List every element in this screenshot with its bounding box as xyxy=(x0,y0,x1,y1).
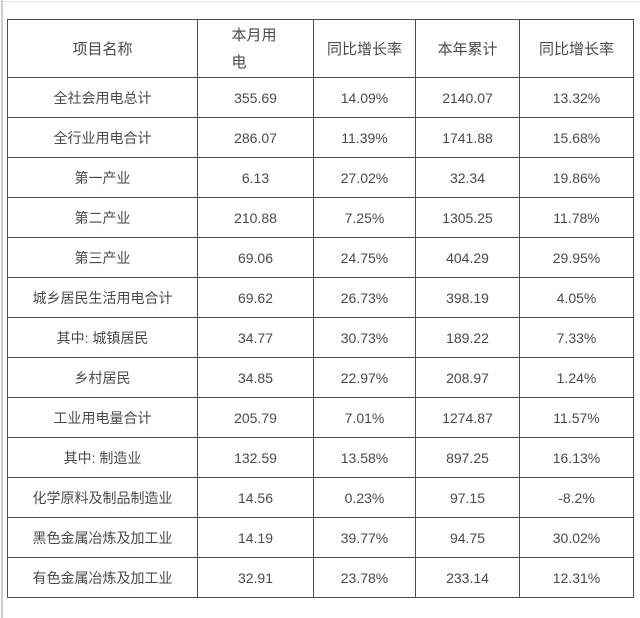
row-label: 工业用电量合计 xyxy=(7,397,198,438)
cell-ytd-yoy: 12.31% xyxy=(519,557,634,598)
cell-ytd: 189.22 xyxy=(415,317,520,358)
cell-ytd-yoy: 15.68% xyxy=(519,117,634,158)
table-row: 其中: 城镇居民 34.77 30.73% 189.22 7.33% xyxy=(7,317,634,358)
column-header-item-name: 项目名称 xyxy=(7,19,198,78)
row-label: 全行业用电合计 xyxy=(7,117,198,158)
cell-month-usage: 355.69 xyxy=(197,77,314,118)
cell-ytd: 1741.88 xyxy=(415,117,520,158)
cell-month-usage: 210.88 xyxy=(197,197,314,238)
cell-ytd: 94.75 xyxy=(415,517,520,558)
row-label: 化学原料及制品制造业 xyxy=(7,477,198,518)
column-header-ytd-yoy: 同比增长率 xyxy=(519,19,634,78)
table-row: 黑色金属冶炼及加工业 14.19 39.77% 94.75 30.02% xyxy=(7,517,634,558)
container-top-edge-line xyxy=(0,1,640,2)
cell-ytd: 1305.25 xyxy=(415,197,520,238)
cell-ytd: 897.25 xyxy=(415,437,520,478)
row-label: 其中: 制造业 xyxy=(7,437,198,478)
table-row: 第三产业 69.06 24.75% 404.29 29.95% xyxy=(7,237,634,278)
cell-month-usage: 286.07 xyxy=(197,117,314,158)
table-row: 全社会用电总计 355.69 14.09% 2140.07 13.32% xyxy=(7,77,634,118)
row-label: 乡村居民 xyxy=(7,357,198,398)
cell-month-usage: 132.59 xyxy=(197,437,314,478)
row-label: 有色金属冶炼及加工业 xyxy=(7,557,198,598)
table-row: 有色金属冶炼及加工业 32.91 23.78% 233.14 12.31% xyxy=(7,557,634,598)
cell-month-yoy: 27.02% xyxy=(313,157,416,198)
cell-month-yoy: 14.09% xyxy=(313,77,416,118)
cell-ytd-yoy: 7.33% xyxy=(519,317,634,358)
cell-ytd: 1274.87 xyxy=(415,397,520,438)
table-row: 第一产业 6.13 27.02% 32.34 19.86% xyxy=(7,157,634,198)
cell-month-usage: 6.13 xyxy=(197,157,314,198)
container-left-edge-line xyxy=(1,0,3,618)
cell-month-usage: 69.06 xyxy=(197,237,314,278)
electricity-usage-table: 项目名称 本月用电 同比增长率 本年累计 同比增长率 全社会用电总计 355.6… xyxy=(7,19,634,598)
row-label: 全社会用电总计 xyxy=(7,77,198,118)
row-label: 第一产业 xyxy=(7,157,198,198)
cell-month-yoy: 39.77% xyxy=(313,517,416,558)
cell-ytd: 208.97 xyxy=(415,357,520,398)
cell-month-usage: 14.19 xyxy=(197,517,314,558)
table-row: 第二产业 210.88 7.25% 1305.25 11.78% xyxy=(7,197,634,238)
table-row: 城乡居民生活用电合计 69.62 26.73% 398.19 4.05% xyxy=(7,277,634,318)
row-label: 城乡居民生活用电合计 xyxy=(7,277,198,318)
cell-ytd-yoy: 30.02% xyxy=(519,517,634,558)
header-row: 项目名称 本月用电 同比增长率 本年累计 同比增长率 xyxy=(7,19,634,78)
cell-month-yoy: 7.25% xyxy=(313,197,416,238)
cell-month-yoy: 22.97% xyxy=(313,357,416,398)
cell-month-yoy: 11.39% xyxy=(313,117,416,158)
table-row: 工业用电量合计 205.79 7.01% 1274.87 11.57% xyxy=(7,397,634,438)
cell-month-yoy: 24.75% xyxy=(313,237,416,278)
cell-ytd-yoy: 1.24% xyxy=(519,357,634,398)
cell-ytd-yoy: -8.2% xyxy=(519,477,634,518)
cell-ytd-yoy: 11.78% xyxy=(519,197,634,238)
column-header-month-usage-label: 本月用电 xyxy=(231,26,277,71)
cell-ytd: 404.29 xyxy=(415,237,520,278)
column-header-month-usage: 本月用电 xyxy=(197,19,314,78)
cell-month-yoy: 30.73% xyxy=(313,317,416,358)
cell-ytd-yoy: 4.05% xyxy=(519,277,634,318)
cell-ytd: 398.19 xyxy=(415,277,520,318)
cell-month-usage: 205.79 xyxy=(197,397,314,438)
row-label: 第二产业 xyxy=(7,197,198,238)
cell-ytd-yoy: 13.32% xyxy=(519,77,634,118)
cell-month-usage: 14.56 xyxy=(197,477,314,518)
row-label: 黑色金属冶炼及加工业 xyxy=(7,517,198,558)
cell-ytd: 2140.07 xyxy=(415,77,520,118)
cell-month-usage: 34.85 xyxy=(197,357,314,398)
column-header-ytd: 本年累计 xyxy=(415,19,520,78)
cell-month-yoy: 13.58% xyxy=(313,437,416,478)
table-row: 其中: 制造业 132.59 13.58% 897.25 16.13% xyxy=(7,437,634,478)
cell-ytd: 233.14 xyxy=(415,557,520,598)
cell-month-usage: 32.91 xyxy=(197,557,314,598)
table-row: 化学原料及制品制造业 14.56 0.23% 97.15 -8.2% xyxy=(7,477,634,518)
cell-month-yoy: 0.23% xyxy=(313,477,416,518)
cell-month-usage: 34.77 xyxy=(197,317,314,358)
table-row: 乡村居民 34.85 22.97% 208.97 1.24% xyxy=(7,357,634,398)
cell-ytd-yoy: 29.95% xyxy=(519,237,634,278)
cell-ytd-yoy: 19.86% xyxy=(519,157,634,198)
cell-ytd-yoy: 11.57% xyxy=(519,397,634,438)
table-row: 全行业用电合计 286.07 11.39% 1741.88 15.68% xyxy=(7,117,634,158)
cell-month-yoy: 26.73% xyxy=(313,277,416,318)
cell-month-yoy: 23.78% xyxy=(313,557,416,598)
cell-month-yoy: 7.01% xyxy=(313,397,416,438)
row-label: 第三产业 xyxy=(7,237,198,278)
cell-ytd-yoy: 16.13% xyxy=(519,437,634,478)
cell-ytd: 97.15 xyxy=(415,477,520,518)
cell-ytd: 32.34 xyxy=(415,157,520,198)
cell-month-usage: 69.62 xyxy=(197,277,314,318)
column-header-month-yoy: 同比增长率 xyxy=(313,19,416,78)
row-label: 其中: 城镇居民 xyxy=(7,317,198,358)
